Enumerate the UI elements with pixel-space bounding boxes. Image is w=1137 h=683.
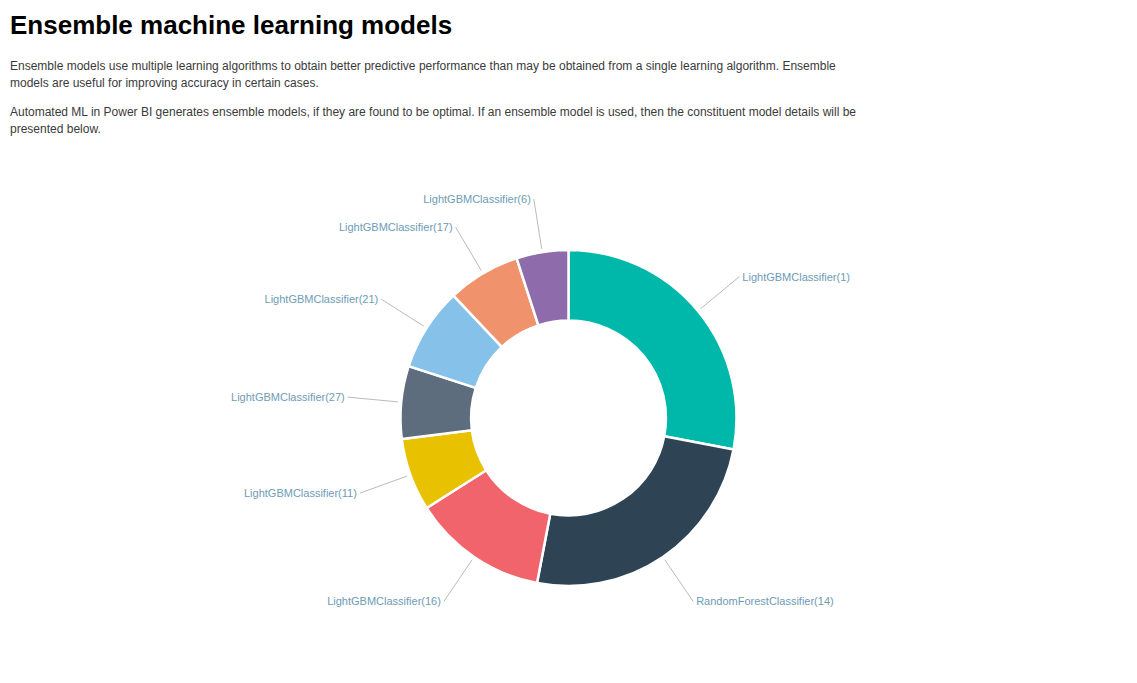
slice-label: RandomForestClassifier(14) bbox=[696, 595, 834, 607]
labels: LightGBMClassifier(1) RandomForestClassif… bbox=[231, 193, 850, 607]
slice-label: LightGBMClassifier(27) bbox=[231, 391, 345, 403]
leader-line bbox=[444, 560, 472, 602]
leader-line bbox=[360, 476, 407, 493]
title: Ensemble machine learning models bbox=[10, 10, 452, 40]
slice bbox=[517, 250, 569, 325]
slice-label: LightGBMClassifier(1) bbox=[742, 270, 850, 282]
leader-line bbox=[534, 199, 542, 249]
slice bbox=[537, 436, 734, 586]
slice-label: LightGBMClassifier(21) bbox=[265, 293, 379, 305]
slice-label: LightGBMClassifier(16) bbox=[327, 595, 441, 607]
donut bbox=[401, 250, 737, 586]
slice bbox=[402, 430, 486, 508]
description: Ensemble models use multiple learning al… bbox=[10, 59, 836, 73]
chart: Ensemble machine learning models Ensemble… bbox=[0, 0, 1137, 683]
leader-line bbox=[348, 397, 398, 402]
slice-label: LightGBMClassifier(6) bbox=[423, 193, 531, 205]
description: presented below. bbox=[10, 122, 101, 136]
slice bbox=[569, 250, 737, 449]
slice-label: LightGBMClassifier(17) bbox=[339, 221, 453, 233]
description: Automated ML in Power BI generates ensem… bbox=[10, 105, 856, 119]
slice-label: LightGBMClassifier(11) bbox=[244, 487, 357, 499]
description: models are useful for improving accuracy… bbox=[10, 76, 319, 90]
leader-line bbox=[381, 299, 424, 326]
leader-line bbox=[665, 560, 693, 602]
leader-line bbox=[701, 277, 740, 309]
leader-line bbox=[456, 227, 482, 270]
